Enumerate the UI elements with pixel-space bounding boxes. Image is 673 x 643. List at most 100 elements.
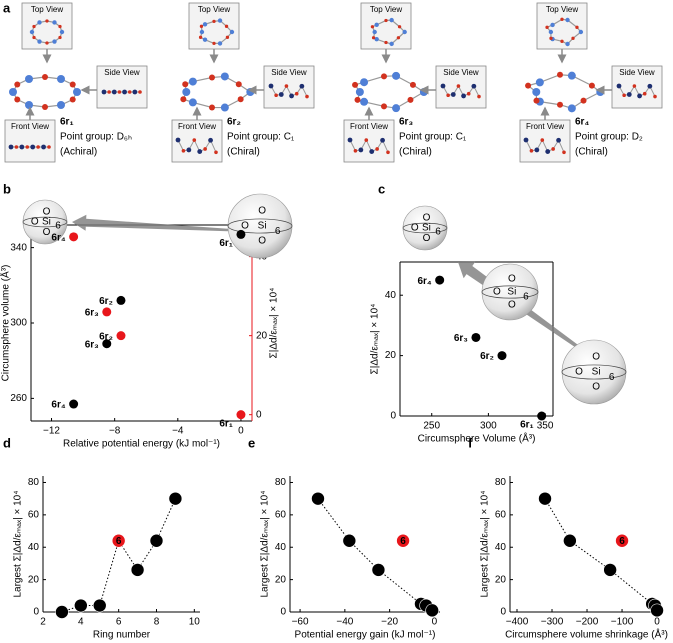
atom <box>229 29 235 35</box>
point <box>311 491 325 506</box>
y2-tick-label: 0 <box>256 409 262 420</box>
atom <box>235 81 242 88</box>
atom <box>353 148 358 153</box>
atom <box>529 148 534 153</box>
atom <box>202 37 208 42</box>
point-group: Point group: C₁ <box>227 132 295 143</box>
sphere-equator <box>402 222 448 234</box>
y-tick-label: 40 <box>28 542 40 553</box>
atom <box>647 83 653 89</box>
atom <box>370 25 375 29</box>
view-label: Side View <box>104 68 140 77</box>
atom <box>9 88 17 96</box>
atom <box>419 88 428 96</box>
point <box>69 232 79 242</box>
point <box>92 598 107 613</box>
atom <box>616 83 622 89</box>
atom <box>107 90 111 94</box>
point-label: 7 <box>135 565 141 576</box>
atom <box>175 137 181 143</box>
atom <box>181 148 186 153</box>
atom <box>450 92 456 97</box>
point-label: 9 <box>542 494 548 505</box>
atom <box>588 82 595 89</box>
atom <box>209 74 215 81</box>
y-tick-label: 80 <box>28 477 40 488</box>
y-tick-label: 20 <box>385 350 397 361</box>
atom <box>132 89 138 95</box>
x-axis-label: Relative potential energy (kJ mol⁻¹) <box>63 439 220 450</box>
x-tick-label: 0 <box>432 617 438 628</box>
x-tick-label: 300 <box>480 421 497 432</box>
sphere-equator <box>561 364 627 380</box>
atom <box>122 89 127 95</box>
view-box <box>21 2 73 50</box>
atom <box>59 29 65 35</box>
point <box>471 332 481 342</box>
subscript: 6 <box>435 226 441 237</box>
atom <box>29 29 35 35</box>
point <box>236 229 246 239</box>
atom <box>402 29 407 35</box>
point <box>563 533 577 548</box>
atom <box>220 72 229 81</box>
atom-label: Si <box>422 223 431 234</box>
atom <box>32 24 36 29</box>
panel-label: d <box>3 435 11 450</box>
atom-label: Si <box>42 217 51 228</box>
atom <box>545 149 551 154</box>
trend-arrow <box>72 214 229 232</box>
y-tick-label: 0 <box>280 607 286 618</box>
atom <box>461 93 466 99</box>
atom <box>567 104 576 113</box>
point-label: 6r₁ <box>219 418 233 429</box>
atom <box>101 89 107 95</box>
x-tick-label: 350 <box>537 421 554 432</box>
atom <box>562 150 566 155</box>
atom <box>374 36 379 42</box>
atom <box>622 93 626 98</box>
atom <box>274 93 278 98</box>
atom <box>294 91 299 96</box>
view-label: Front View <box>526 122 564 131</box>
point <box>102 307 112 317</box>
point <box>615 533 629 548</box>
y-tick-label: 80 <box>495 477 507 488</box>
point-label: 6 <box>619 536 625 547</box>
atom <box>217 41 223 46</box>
view-box <box>188 2 240 50</box>
x-tick-label: 6 <box>116 617 122 628</box>
atom <box>347 137 353 143</box>
point-label: 3 <box>59 607 65 618</box>
view-label: Top View <box>546 5 579 14</box>
point <box>603 563 617 577</box>
point-label: 9 <box>315 494 321 505</box>
atom <box>58 24 62 29</box>
molecule-name: 6r₃ <box>399 117 413 128</box>
atom <box>392 104 401 113</box>
chirality: (Chiral) <box>227 147 260 158</box>
atom <box>182 88 191 96</box>
atom <box>305 94 309 99</box>
atom <box>380 137 385 143</box>
atom <box>523 137 529 143</box>
x-tick-label: 0 <box>654 617 660 628</box>
point <box>116 331 126 341</box>
atom <box>392 71 401 80</box>
point-label: 5 <box>97 601 103 612</box>
atom <box>192 138 197 142</box>
atom <box>642 91 647 96</box>
point <box>130 563 145 577</box>
atom <box>549 36 553 40</box>
view-label: Front View <box>11 122 49 131</box>
atom <box>25 100 33 109</box>
atom <box>246 88 255 96</box>
x-tick-label: 4 <box>78 617 84 628</box>
atom-label: O <box>411 223 419 234</box>
atom <box>571 36 575 40</box>
y2-axis-label: Σ|Δd/εₘₐₓ| × 10⁴ <box>269 288 280 359</box>
atom <box>358 147 364 153</box>
x-tick-label: 250 <box>423 421 440 432</box>
y-tick-label: 0 <box>390 411 396 422</box>
subscript: 6 <box>275 226 281 237</box>
